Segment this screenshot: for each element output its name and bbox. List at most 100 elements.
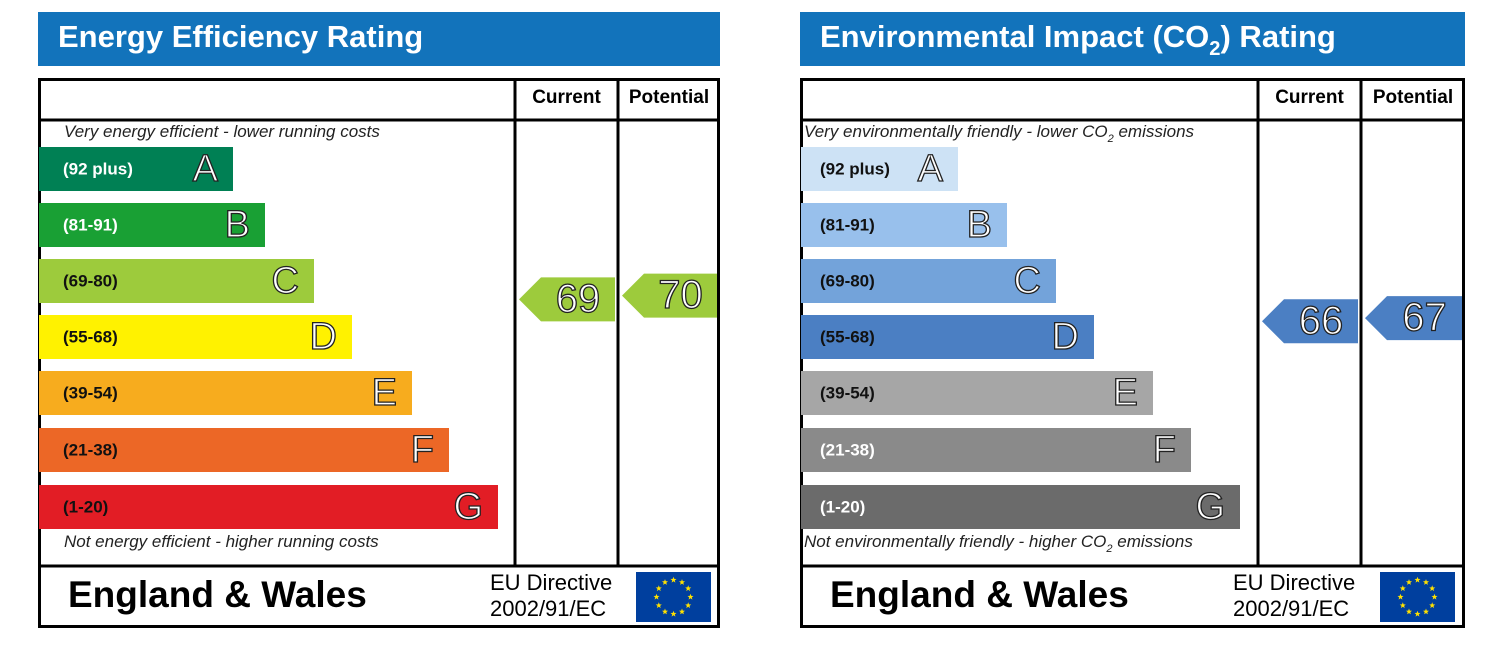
rating-band [39,259,314,303]
flag-star [1429,602,1436,609]
band-letter: C [272,260,299,302]
rating-band [39,147,233,191]
band-letter: B [967,204,992,246]
band-letter: G [453,486,483,528]
rating-value: 69 [556,277,601,321]
flag-star [1406,579,1412,585]
band-range: (1-20) [820,497,865,516]
rating-band [801,428,1191,472]
band-letter: E [372,372,397,414]
directive-line: 2002/91/EC [1233,596,1349,621]
band-letter: A [918,148,944,190]
column-header: Current [532,87,601,108]
rating-band [801,147,958,191]
top-note-part: emissions [1114,122,1195,141]
top-note-part: Very environmentally friendly - lower CO [804,122,1108,141]
rating-band [39,428,449,472]
column-header: Potential [1373,87,1453,108]
rating-value: 70 [658,273,703,317]
flag-star [1423,608,1429,615]
band-letter: F [1153,429,1176,471]
band-letter: C [1014,260,1041,302]
panel-title-part: ) Rating [1221,19,1336,54]
flag-star [1431,593,1438,600]
band-range: (81-91) [63,215,118,234]
band-range: (92 plus) [820,159,890,178]
flag-star [655,602,662,609]
flag-star [679,579,685,585]
rating-band [39,203,265,247]
panel-title: Energy Efficiency Rating [58,19,423,54]
band-range: (69-80) [820,271,875,290]
band-letter: D [1052,316,1079,358]
band-range: (21-38) [820,440,875,459]
rating-value: 67 [1402,296,1447,340]
flag-star [685,602,692,609]
directive-line: 2002/91/EC [490,596,606,621]
flag-star [670,610,677,617]
rating-arrow [622,273,717,318]
flag-star [662,579,668,585]
directive-line: EU Directive [490,570,612,595]
flag-star [1399,602,1406,609]
bottom-note-part: Not environmentally friendly - higher CO [804,532,1106,551]
panel-title-part: 2 [1209,38,1220,60]
top-note: Very energy efficient - lower running co… [64,122,380,141]
rating-arrow [519,277,615,322]
bottom-note-part: 2 [1105,543,1112,555]
flag-star [1414,610,1421,617]
flag-star [685,585,692,592]
band-letter: D [310,316,337,358]
column-header: Potential [629,87,709,108]
rating-band [39,371,412,415]
directive-line: EU Directive [1233,570,1355,595]
bottom-note-part: Not energy efficient - higher running co… [64,532,379,551]
flag-star [1429,585,1436,592]
rating-band [801,315,1094,359]
flag-star [670,576,677,583]
band-letter: E [1113,372,1138,414]
bottom-note-part: emissions [1113,532,1194,551]
flag-star [1414,576,1421,583]
flag-star [1406,608,1412,615]
band-range: (81-91) [820,215,875,234]
top-note-part: 2 [1107,133,1114,145]
flag-star [1397,593,1404,600]
flag-star [679,608,685,615]
band-letter: B [225,204,250,246]
band-range: (21-38) [63,440,118,459]
rating-band [801,259,1056,303]
rating-band [801,371,1153,415]
band-range: (39-54) [63,383,118,402]
band-letter: A [193,148,219,190]
rating-band [39,315,352,359]
rating-arrow [1365,296,1462,341]
flag-star [662,608,668,615]
panel-title-part: Environmental Impact (CO [820,19,1209,54]
footer-country: England & Wales [68,574,367,615]
title-bar [38,12,720,66]
bottom-note: Not energy efficient - higher running co… [64,532,379,551]
band-range: (55-68) [820,327,875,346]
top-note: Very environmentally friendly - lower CO… [804,122,1195,144]
panel-title-part: Energy Efficiency Rating [58,19,423,54]
footer-country: England & Wales [830,574,1129,615]
band-range: (39-54) [820,383,875,402]
flag-star [1423,579,1429,585]
rating-arrow [1262,299,1358,344]
band-range: (69-80) [63,271,118,290]
bottom-note: Not environmentally friendly - higher CO… [804,532,1193,554]
flag-star [1399,585,1406,592]
rating-band [801,485,1240,529]
flag-star [653,593,660,600]
band-letter: F [411,429,434,471]
flag-star [655,585,662,592]
band-range: (92 plus) [63,159,133,178]
rating-band [801,203,1007,247]
band-letter: G [1195,486,1225,528]
column-header: Current [1275,87,1344,108]
rating-value: 66 [1299,299,1344,343]
flag-star [687,593,694,600]
top-note-part: Very energy efficient - lower running co… [64,122,380,141]
